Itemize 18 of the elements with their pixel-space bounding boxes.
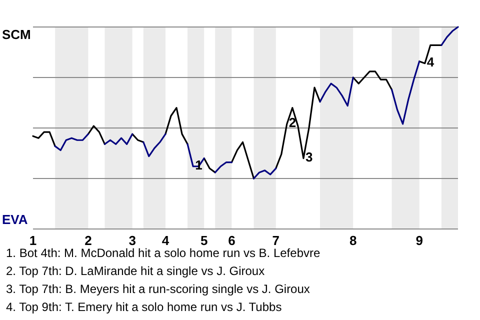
x-tick-label: 4 (162, 233, 170, 248)
x-tick-label: 8 (350, 233, 357, 248)
text: EVA (2, 212, 28, 228)
x-tick-label: 3 (128, 233, 136, 248)
text: 4. Top 9th: T. Emery hit a solo home run vs J. Tubbs (6, 299, 283, 316)
text: 1. Bot 4th: M. McDonald hit a solo home run vs B. Lefebvre (6, 246, 320, 262)
x-tick-label: 9 (416, 233, 423, 248)
x-tick-label: 7 (272, 233, 280, 248)
annotation: 2 (288, 114, 296, 130)
annotation: 4 (426, 54, 435, 70)
x-tick-label: 5 (200, 233, 208, 248)
x-tick-label: 1 (29, 233, 37, 248)
x-tick-label: 2 (84, 233, 92, 248)
x-tick-label: 6 (228, 233, 236, 248)
text: 3. Top 7th: B. Meyers hit a run-scoring single vs J. Giroux (6, 281, 311, 298)
text: 2. Top 7th: D. LaMirande hit a single vs J. Giroux (6, 263, 266, 280)
annotation: 3 (305, 149, 313, 164)
text: SCM (2, 27, 31, 43)
